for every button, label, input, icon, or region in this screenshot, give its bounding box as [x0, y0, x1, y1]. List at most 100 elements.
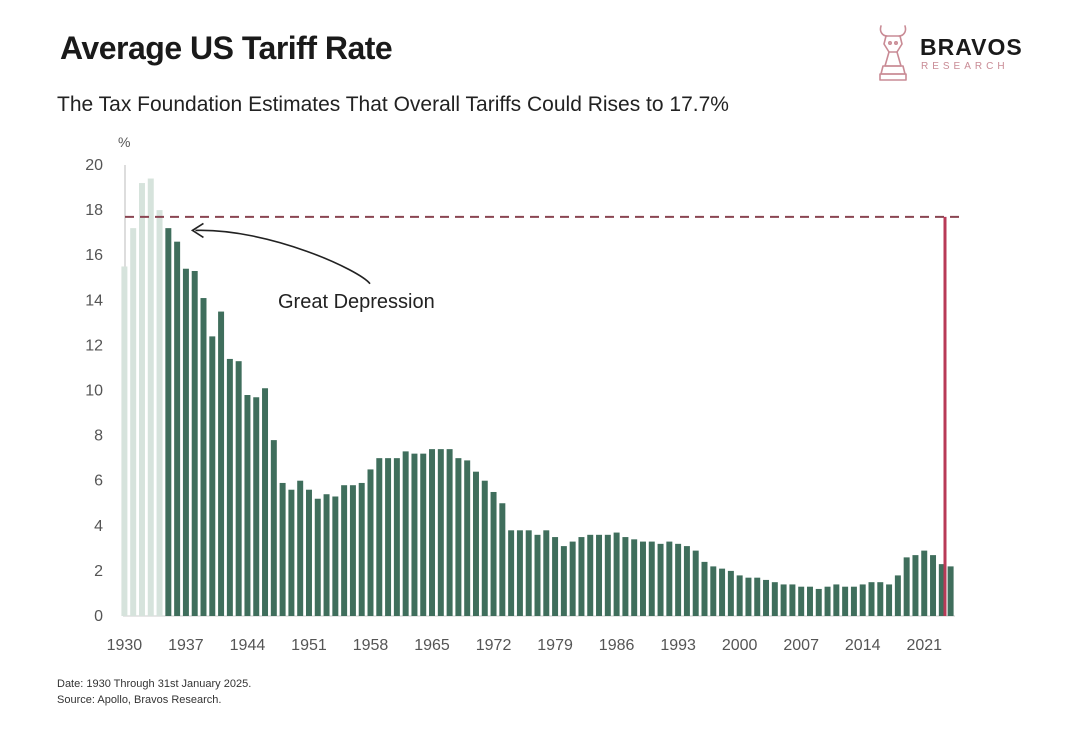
- bar: [121, 266, 128, 616]
- bar: [464, 460, 471, 616]
- bar: [209, 336, 216, 616]
- bar: [235, 361, 242, 616]
- bar: [174, 241, 181, 617]
- bar: [736, 575, 743, 616]
- bar: [393, 458, 400, 616]
- bar: [815, 588, 822, 616]
- y-tick-label: 20: [85, 157, 103, 174]
- bar: [341, 485, 348, 616]
- bar: [613, 532, 620, 616]
- bar: [305, 489, 312, 616]
- y-tick-label: 8: [94, 428, 103, 445]
- x-tick-label: 1979: [537, 637, 573, 654]
- chart-title: Average US Tariff Rate: [60, 30, 393, 66]
- bar: [429, 449, 436, 616]
- bar: [798, 586, 805, 616]
- date-note: Date: 1930 Through 31st January 2025.: [57, 678, 252, 690]
- bar: [543, 530, 550, 616]
- x-tick-label: 1937: [168, 637, 204, 654]
- bar: [402, 451, 409, 616]
- bar: [262, 388, 269, 616]
- bar: [754, 577, 761, 616]
- bar: [719, 568, 726, 616]
- bar: [569, 541, 576, 616]
- bar: [499, 503, 506, 616]
- bar: [437, 449, 444, 616]
- x-tick-label: 1993: [660, 637, 696, 654]
- bar: [560, 546, 567, 616]
- source-note: Source: Apollo, Bravos Research.: [57, 694, 222, 706]
- bar: [270, 440, 277, 616]
- bar: [947, 566, 954, 616]
- x-tick-label: 1958: [353, 637, 389, 654]
- bar: [481, 480, 488, 616]
- annotation-arrowhead: [190, 222, 204, 239]
- bar: [279, 482, 286, 616]
- bar: [130, 228, 137, 616]
- bar: [877, 582, 884, 616]
- bar: [930, 555, 937, 616]
- bar: [191, 270, 198, 616]
- brand-logo: BRAVOS RESEARCH: [873, 22, 1043, 86]
- x-tick-label: 1944: [230, 637, 266, 654]
- y-unit-label: %: [118, 134, 130, 150]
- bar: [358, 482, 365, 616]
- bar: [868, 582, 875, 616]
- y-tick-label: 6: [94, 473, 103, 490]
- x-tick-label: 2000: [722, 637, 758, 654]
- bar: [165, 228, 172, 616]
- bar: [534, 534, 541, 616]
- bar: [218, 311, 225, 616]
- bar: [156, 210, 163, 616]
- bar: [938, 564, 945, 616]
- bar: [446, 449, 453, 616]
- y-tick-label: 0: [94, 608, 103, 625]
- bar: [552, 537, 559, 616]
- bar: [349, 485, 356, 616]
- y-tick-label: 4: [94, 518, 103, 535]
- bar: [859, 584, 866, 616]
- bar: [455, 458, 462, 616]
- bar: [288, 489, 295, 616]
- bar: [385, 458, 392, 616]
- bar: [516, 530, 523, 616]
- bar: [622, 537, 629, 616]
- bar: [631, 539, 638, 616]
- bar: [200, 298, 207, 616]
- bar: [780, 584, 787, 616]
- bar-series: [121, 178, 954, 617]
- brand-name: BRAVOS: [920, 34, 1023, 60]
- bar: [490, 491, 497, 616]
- bar: [789, 584, 796, 616]
- bar: [314, 498, 321, 616]
- bar: [182, 268, 189, 616]
- bar: [376, 458, 383, 616]
- chart-overlay: Great Depression: [125, 215, 963, 616]
- bar: [596, 534, 603, 616]
- bar: [367, 469, 374, 616]
- bar: [842, 586, 849, 616]
- bar: [420, 453, 427, 616]
- bar: [147, 178, 154, 616]
- bar: [244, 395, 251, 616]
- x-axis: 1930 1937 1944 1951 1958 1965 1972 1979 1986 1993…: [107, 615, 955, 654]
- bar: [657, 543, 664, 616]
- bar: [727, 570, 734, 616]
- y-tick-label: 16: [85, 247, 103, 264]
- bar: [297, 480, 304, 616]
- brand-subname: RESEARCH: [921, 61, 1009, 72]
- x-tick-label: 1972: [476, 637, 512, 654]
- bar: [833, 584, 840, 616]
- x-tick-label: 1951: [291, 637, 327, 654]
- bar: [771, 582, 778, 616]
- x-tick-label: 1986: [599, 637, 635, 654]
- bar: [806, 586, 813, 616]
- bar: [675, 543, 682, 616]
- bar: [604, 534, 611, 616]
- x-tick-label: 2021: [906, 637, 942, 654]
- bar: [508, 530, 515, 616]
- x-tick-label: 1930: [107, 637, 143, 654]
- bar: [921, 550, 928, 616]
- bar: [525, 530, 532, 616]
